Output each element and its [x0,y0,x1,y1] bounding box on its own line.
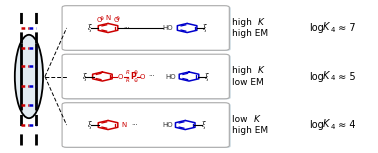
Text: ≈ 4: ≈ 4 [335,120,356,130]
Text: ξ: ξ [88,121,92,129]
Text: ⊖: ⊖ [134,78,138,83]
Text: HO: HO [162,122,172,128]
Text: ⊕: ⊕ [134,70,138,75]
Text: ···: ··· [148,73,155,80]
FancyBboxPatch shape [64,55,231,99]
Text: HO: HO [163,25,173,31]
Text: ξ: ξ [203,24,207,32]
Text: 4: 4 [330,75,335,81]
Text: K: K [253,115,259,124]
Text: R: R [125,70,130,75]
Text: O: O [114,17,119,23]
Text: 4: 4 [330,27,335,33]
Text: log: log [310,120,324,130]
Text: R: R [125,78,130,83]
Text: K: K [323,71,330,81]
FancyBboxPatch shape [64,6,231,51]
Text: ξ: ξ [205,73,209,80]
Text: ⊖: ⊖ [116,16,120,21]
Text: log: log [310,71,324,82]
Text: ≈ 5: ≈ 5 [335,71,356,82]
Text: ξ: ξ [82,73,86,80]
Text: K: K [323,22,330,32]
Text: high EM: high EM [232,126,268,135]
Text: O: O [118,73,123,80]
Text: ≈ 7: ≈ 7 [335,23,356,33]
FancyBboxPatch shape [62,54,229,99]
Text: high: high [232,18,255,27]
Text: K: K [323,119,330,129]
Text: ···: ··· [132,122,138,128]
Text: log: log [310,23,324,33]
FancyBboxPatch shape [62,103,229,147]
Ellipse shape [15,35,43,118]
Text: high EM: high EM [232,29,268,38]
Text: K: K [258,18,264,27]
Text: low: low [232,115,251,124]
Text: low EM: low EM [232,78,264,87]
FancyBboxPatch shape [64,103,231,148]
Text: N: N [105,15,111,21]
Text: P: P [130,72,136,81]
Text: N: N [122,122,127,128]
FancyBboxPatch shape [62,6,229,50]
Text: 4: 4 [330,124,335,130]
Text: ⊕: ⊕ [99,16,103,21]
Text: HO: HO [166,73,176,80]
Text: O: O [97,17,102,23]
Text: ···: ··· [123,25,130,31]
Text: ξ: ξ [201,121,205,129]
Text: high: high [232,66,255,75]
Text: K: K [258,66,264,75]
Text: ξ: ξ [88,24,92,32]
Text: O: O [140,73,146,80]
